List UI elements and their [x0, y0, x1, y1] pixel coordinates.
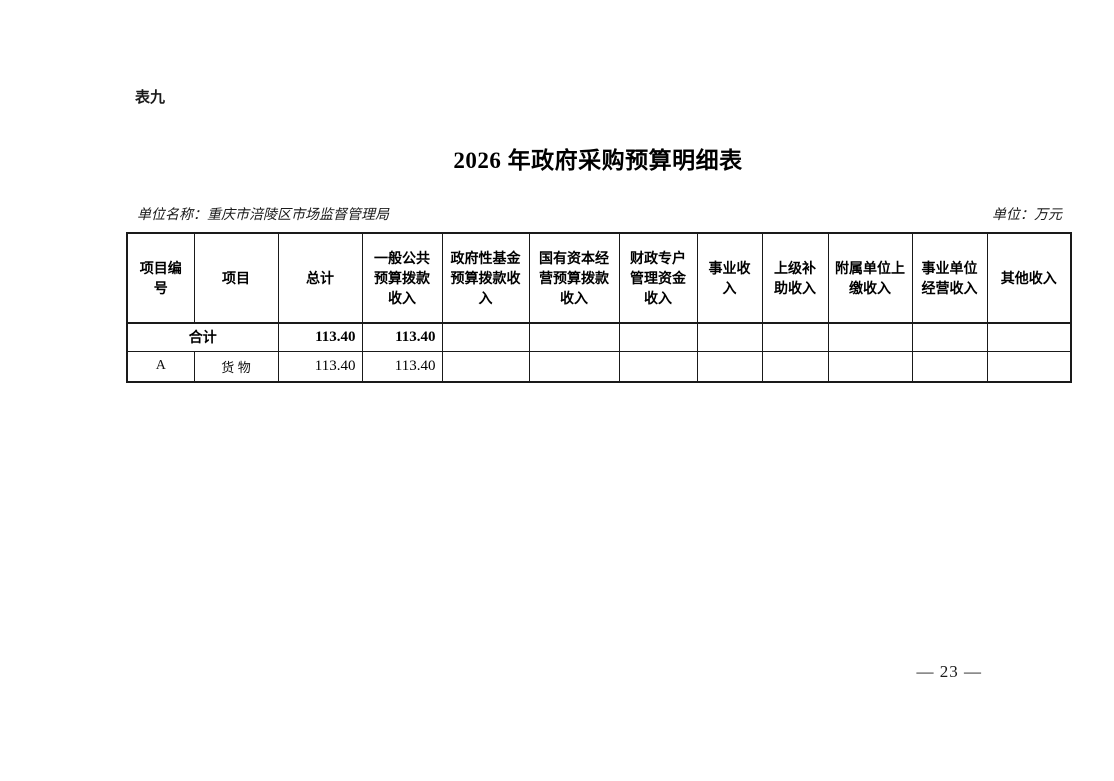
- total-row: 合计 113.40 113.40: [126, 322, 1072, 352]
- project-name-cell: 货 物: [193, 350, 279, 383]
- total-value-cell: [696, 322, 763, 352]
- row-value-cell: 113.40: [277, 350, 363, 383]
- col-header-superior-subsidy-income: 上级补 助收入: [761, 232, 829, 324]
- total-value-cell: [827, 322, 913, 352]
- total-label-cell: 合计: [126, 322, 279, 352]
- row-value-cell: [696, 350, 763, 383]
- unit-name-value: 重庆市涪陵区市场监督管理局: [207, 208, 389, 223]
- col-header-govt-fund-budget-income: 政府性基金 预算拨款收 入: [441, 232, 530, 324]
- table-header-row: 项目编 号 项目 总计 一般公共 预算拨款 收入 政府性基金 预算拨款收 入 国…: [126, 232, 1072, 324]
- col-header-project: 项目: [193, 232, 279, 324]
- currency-unit-label: 单位：万元: [992, 208, 1062, 223]
- total-value-cell: [528, 322, 620, 352]
- total-value-cell: [441, 322, 530, 352]
- row-value-cell: [827, 350, 913, 383]
- row-value-cell: [761, 350, 829, 383]
- procurement-budget-table: 项目编 号 项目 总计 一般公共 预算拨款 收入 政府性基金 预算拨款收 入 国…: [126, 232, 1072, 383]
- row-value-cell: [441, 350, 530, 383]
- col-header-project-code: 项目编 号: [126, 232, 195, 324]
- col-header-other-income: 其他收入: [986, 232, 1072, 324]
- table-meta-row: 单位名称：重庆市涪陵区市场监督管理局 单位：万元: [137, 204, 1062, 224]
- table-row: A 货 物 113.40 113.40: [126, 350, 1072, 383]
- table-number-label: 表九: [135, 89, 166, 106]
- unit-name-line: 单位名称：重庆市涪陵区市场监督管理局: [137, 204, 389, 224]
- total-value-cell: [618, 322, 698, 352]
- col-header-affiliated-unit-income: 附属单位上 缴收入: [827, 232, 913, 324]
- total-value-cell: [911, 322, 988, 352]
- col-header-institution-income: 事业收 入: [696, 232, 763, 324]
- row-value-cell: [528, 350, 620, 383]
- col-header-institution-operation-income: 事业单位 经营收入: [911, 232, 988, 324]
- total-value-cell: [986, 322, 1072, 352]
- page-number: — 23 —: [916, 662, 982, 681]
- total-value-cell: [761, 322, 829, 352]
- row-value-cell: 113.40: [361, 350, 443, 383]
- total-value-cell: 113.40: [277, 322, 363, 352]
- col-header-fiscal-special-account-income: 财政专户 管理资金 收入: [618, 232, 698, 324]
- row-value-cell: [618, 350, 698, 383]
- document-title: 2026 年政府采购预算明细表: [453, 148, 743, 173]
- row-value-cell: [911, 350, 988, 383]
- row-value-cell: [986, 350, 1072, 383]
- col-header-state-capital-budget-income: 国有资本经 营预算拨款 收入: [528, 232, 620, 324]
- col-header-total: 总计: [277, 232, 363, 324]
- total-value-cell: 113.40: [361, 322, 443, 352]
- col-header-general-public-budget-income: 一般公共 预算拨款 收入: [361, 232, 443, 324]
- project-code-cell: A: [126, 350, 195, 383]
- unit-name-label: 单位名称：: [137, 208, 207, 223]
